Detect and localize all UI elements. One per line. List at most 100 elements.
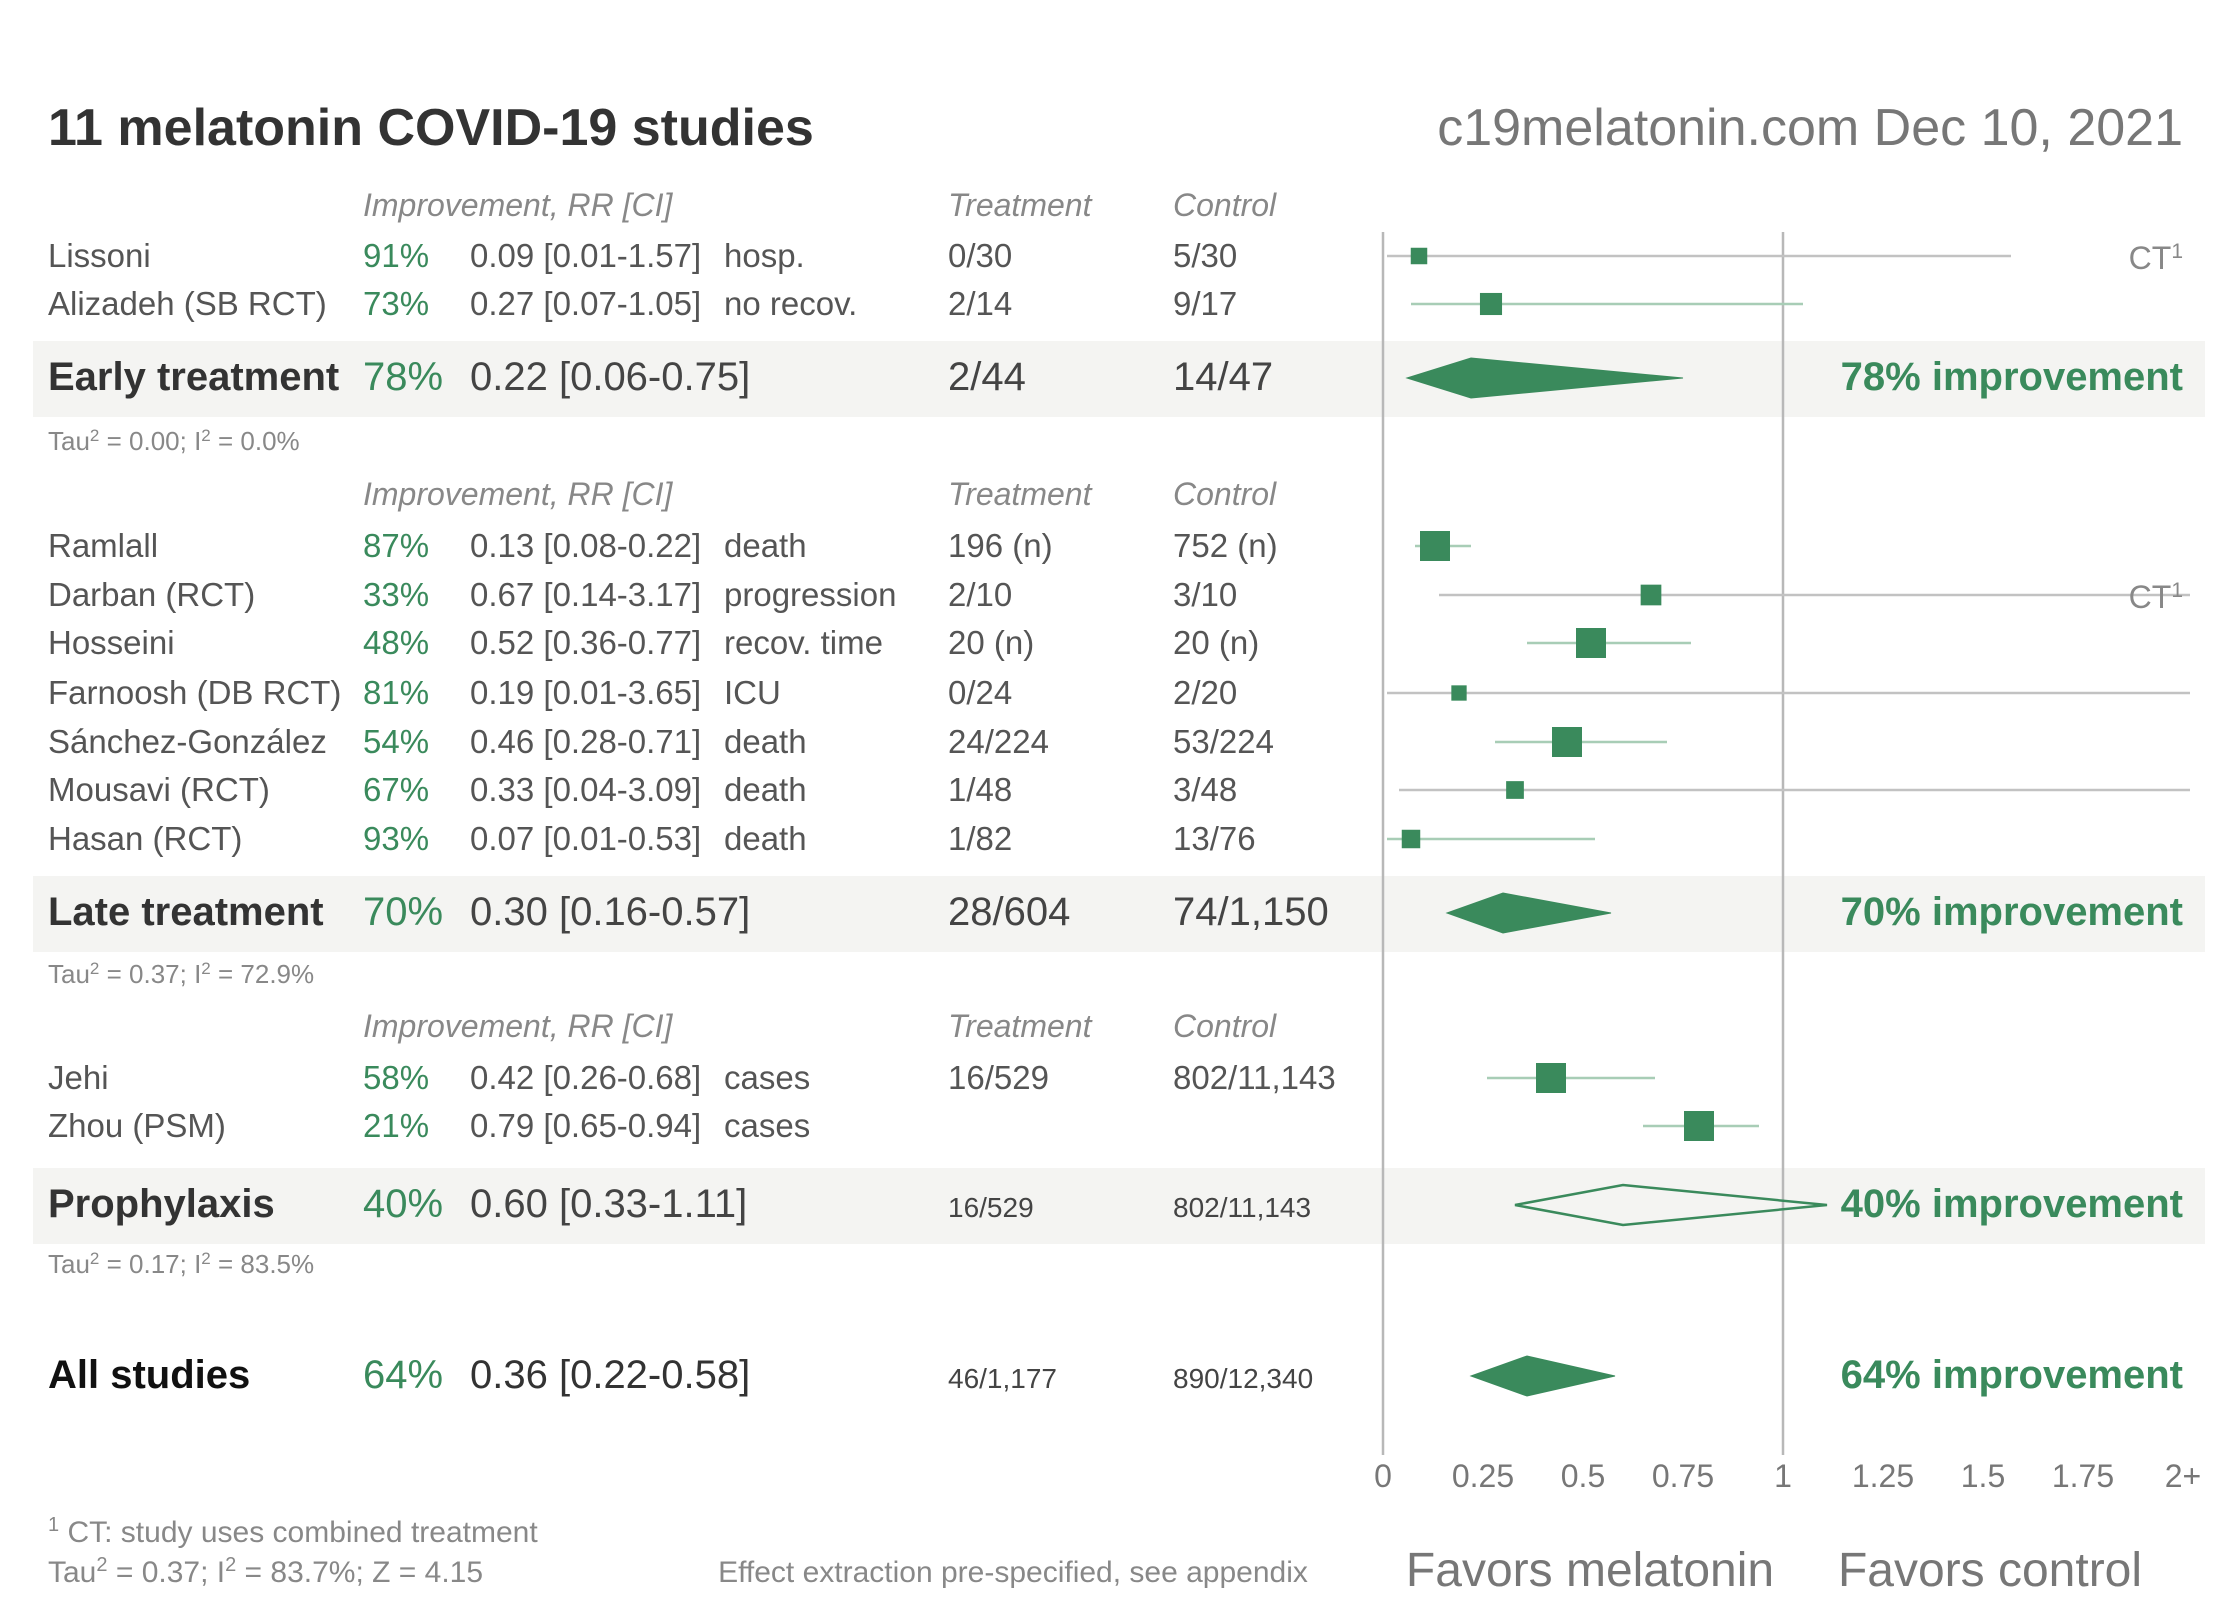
- study-improvement: 93%: [363, 820, 429, 857]
- study-name: Lissoni: [48, 237, 151, 274]
- study-rr-ci: 0.19 [0.01-3.65]: [470, 674, 701, 711]
- study-rr-ci: 0.46 [0.28-0.71]: [470, 723, 701, 760]
- study-control-count: 5/30: [1173, 237, 1237, 274]
- source-and-date: c19melatonin.com Dec 10, 2021: [1437, 99, 2183, 157]
- group-improvement: 78%: [363, 355, 443, 399]
- study-name: Hasan (RCT): [48, 820, 242, 857]
- study-rr-ci: 0.33 [0.04-3.09]: [470, 771, 701, 808]
- summary-diamond: [1445, 892, 1612, 934]
- study-rr-ci: 0.67 [0.14-3.17]: [470, 576, 701, 613]
- study-rr-ci: 0.27 [0.07-1.05]: [470, 285, 701, 322]
- group-name: Prophylaxis: [48, 1182, 275, 1226]
- group-name: Early treatment: [48, 355, 339, 399]
- x-tick-label: 0.75: [1652, 1458, 1714, 1494]
- study-improvement: 87%: [363, 527, 429, 564]
- study-treatment-count: 196 (n): [948, 527, 1053, 564]
- study-outcome: death: [724, 527, 807, 564]
- x-tick-label: 1.25: [1852, 1458, 1914, 1494]
- effect-square: [1640, 584, 1662, 606]
- study-improvement: 73%: [363, 285, 429, 322]
- overall-control-count: 890/12,340: [1173, 1363, 1313, 1394]
- study-outcome: cases: [724, 1059, 810, 1096]
- heterogeneity-stats: Tau2 = 0.17; I2 = 83.5%: [48, 1249, 314, 1280]
- effect-square: [1576, 628, 1606, 658]
- summary-band: [33, 1168, 2205, 1244]
- effect-square: [1420, 531, 1450, 561]
- group-treatment-count: 28/604: [948, 890, 1070, 934]
- column-header-control: Control: [1173, 187, 1277, 223]
- group-rr-ci: 0.22 [0.06-0.75]: [470, 355, 750, 399]
- group-control-count: 14/47: [1173, 355, 1273, 399]
- combined-treatment-note: CT1: [2129, 240, 2183, 277]
- study-outcome: death: [724, 723, 807, 760]
- study-treatment-count: 1/82: [948, 820, 1012, 857]
- study-rr-ci: 0.13 [0.08-0.22]: [470, 527, 701, 564]
- study-control-count: 9/17: [1173, 285, 1237, 322]
- study-outcome: hosp.: [724, 237, 805, 274]
- group-improvement-label: 78% improvement: [1841, 355, 2183, 399]
- study-control-count: 53/224: [1173, 723, 1274, 760]
- study-treatment-count: 20 (n): [948, 624, 1034, 661]
- overall-rr-ci: 0.36 [0.22-0.58]: [470, 1353, 750, 1397]
- x-tick-label: 2+: [2165, 1458, 2201, 1494]
- study-improvement: 58%: [363, 1059, 429, 1096]
- column-header-improvement: Improvement, RR [CI]: [363, 1008, 674, 1044]
- overall-improvement: 64%: [363, 1353, 443, 1397]
- study-name: Zhou (PSM): [48, 1107, 226, 1144]
- group-name: Late treatment: [48, 890, 324, 934]
- study-name: Hosseini: [48, 624, 175, 661]
- summary-diamond: [1514, 1183, 1828, 1227]
- x-tick-label: 0: [1374, 1458, 1392, 1494]
- effect-square: [1401, 829, 1421, 849]
- x-tick-label: 1.5: [1961, 1458, 2005, 1494]
- group-rr-ci: 0.60 [0.33-1.11]: [470, 1182, 747, 1226]
- overall-improvement-label: 64% improvement: [1841, 1353, 2183, 1397]
- footer-prespecified-note: Effect extraction pre-specified, see app…: [718, 1556, 1308, 1589]
- study-treatment-count: 16/529: [948, 1059, 1049, 1096]
- text-labels: 11 melatonin COVID-19 studies c19melatoni…: [48, 99, 2183, 1589]
- study-treatment-count: 2/10: [948, 576, 1012, 613]
- column-header-treatment: Treatment: [948, 1008, 1093, 1044]
- heterogeneity-stats: Tau2 = 0.37; I2 = 72.9%: [48, 959, 314, 990]
- study-control-count: 2/20: [1173, 674, 1237, 711]
- study-treatment-count: 0/30: [948, 237, 1012, 274]
- study-name: Darban (RCT): [48, 576, 255, 613]
- summary-band: [33, 876, 2205, 952]
- study-treatment-count: 1/48: [948, 771, 1012, 808]
- summary-diamond: [1405, 357, 1684, 399]
- x-tick-label: 1.75: [2052, 1458, 2114, 1494]
- combined-treatment-note: CT1: [2129, 579, 2183, 616]
- column-header-control: Control: [1173, 1008, 1277, 1044]
- study-improvement: 91%: [363, 237, 429, 274]
- effect-square: [1410, 247, 1428, 265]
- x-tick-label: 1: [1774, 1458, 1792, 1494]
- study-rr-ci: 0.42 [0.26-0.68]: [470, 1059, 701, 1096]
- study-outcome: no recov.: [724, 285, 857, 322]
- study-improvement: 81%: [363, 674, 429, 711]
- overall-name: All studies: [48, 1353, 250, 1397]
- study-control-count: 752 (n): [1173, 527, 1278, 564]
- study-rr-ci: 0.52 [0.36-0.77]: [470, 624, 701, 661]
- study-name: Ramlall: [48, 527, 158, 564]
- study-rr-ci: 0.09 [0.01-1.57]: [470, 237, 701, 274]
- overall-diamond: [1469, 1355, 1616, 1397]
- data-marks: [1387, 247, 2190, 1397]
- x-label-favors-treatment: Favors melatonin: [1406, 1544, 1774, 1597]
- study-control-count: 13/76: [1173, 820, 1256, 857]
- study-improvement: 33%: [363, 576, 429, 613]
- study-rr-ci: 0.07 [0.01-0.53]: [470, 820, 701, 857]
- group-control-count: 802/11,143: [1173, 1192, 1311, 1223]
- study-rr-ci: 0.79 [0.65-0.94]: [470, 1107, 701, 1144]
- column-header-treatment: Treatment: [948, 187, 1093, 223]
- study-control-count: 3/48: [1173, 771, 1237, 808]
- study-name: Farnoosh (DB RCT): [48, 674, 341, 711]
- effect-square: [1536, 1063, 1566, 1093]
- page-title: 11 melatonin COVID-19 studies: [48, 99, 814, 157]
- group-rr-ci: 0.30 [0.16-0.57]: [470, 890, 750, 934]
- group-improvement-label: 70% improvement: [1841, 890, 2183, 934]
- group-improvement: 70%: [363, 890, 443, 934]
- effect-square: [1451, 685, 1467, 701]
- effect-square: [1552, 727, 1582, 757]
